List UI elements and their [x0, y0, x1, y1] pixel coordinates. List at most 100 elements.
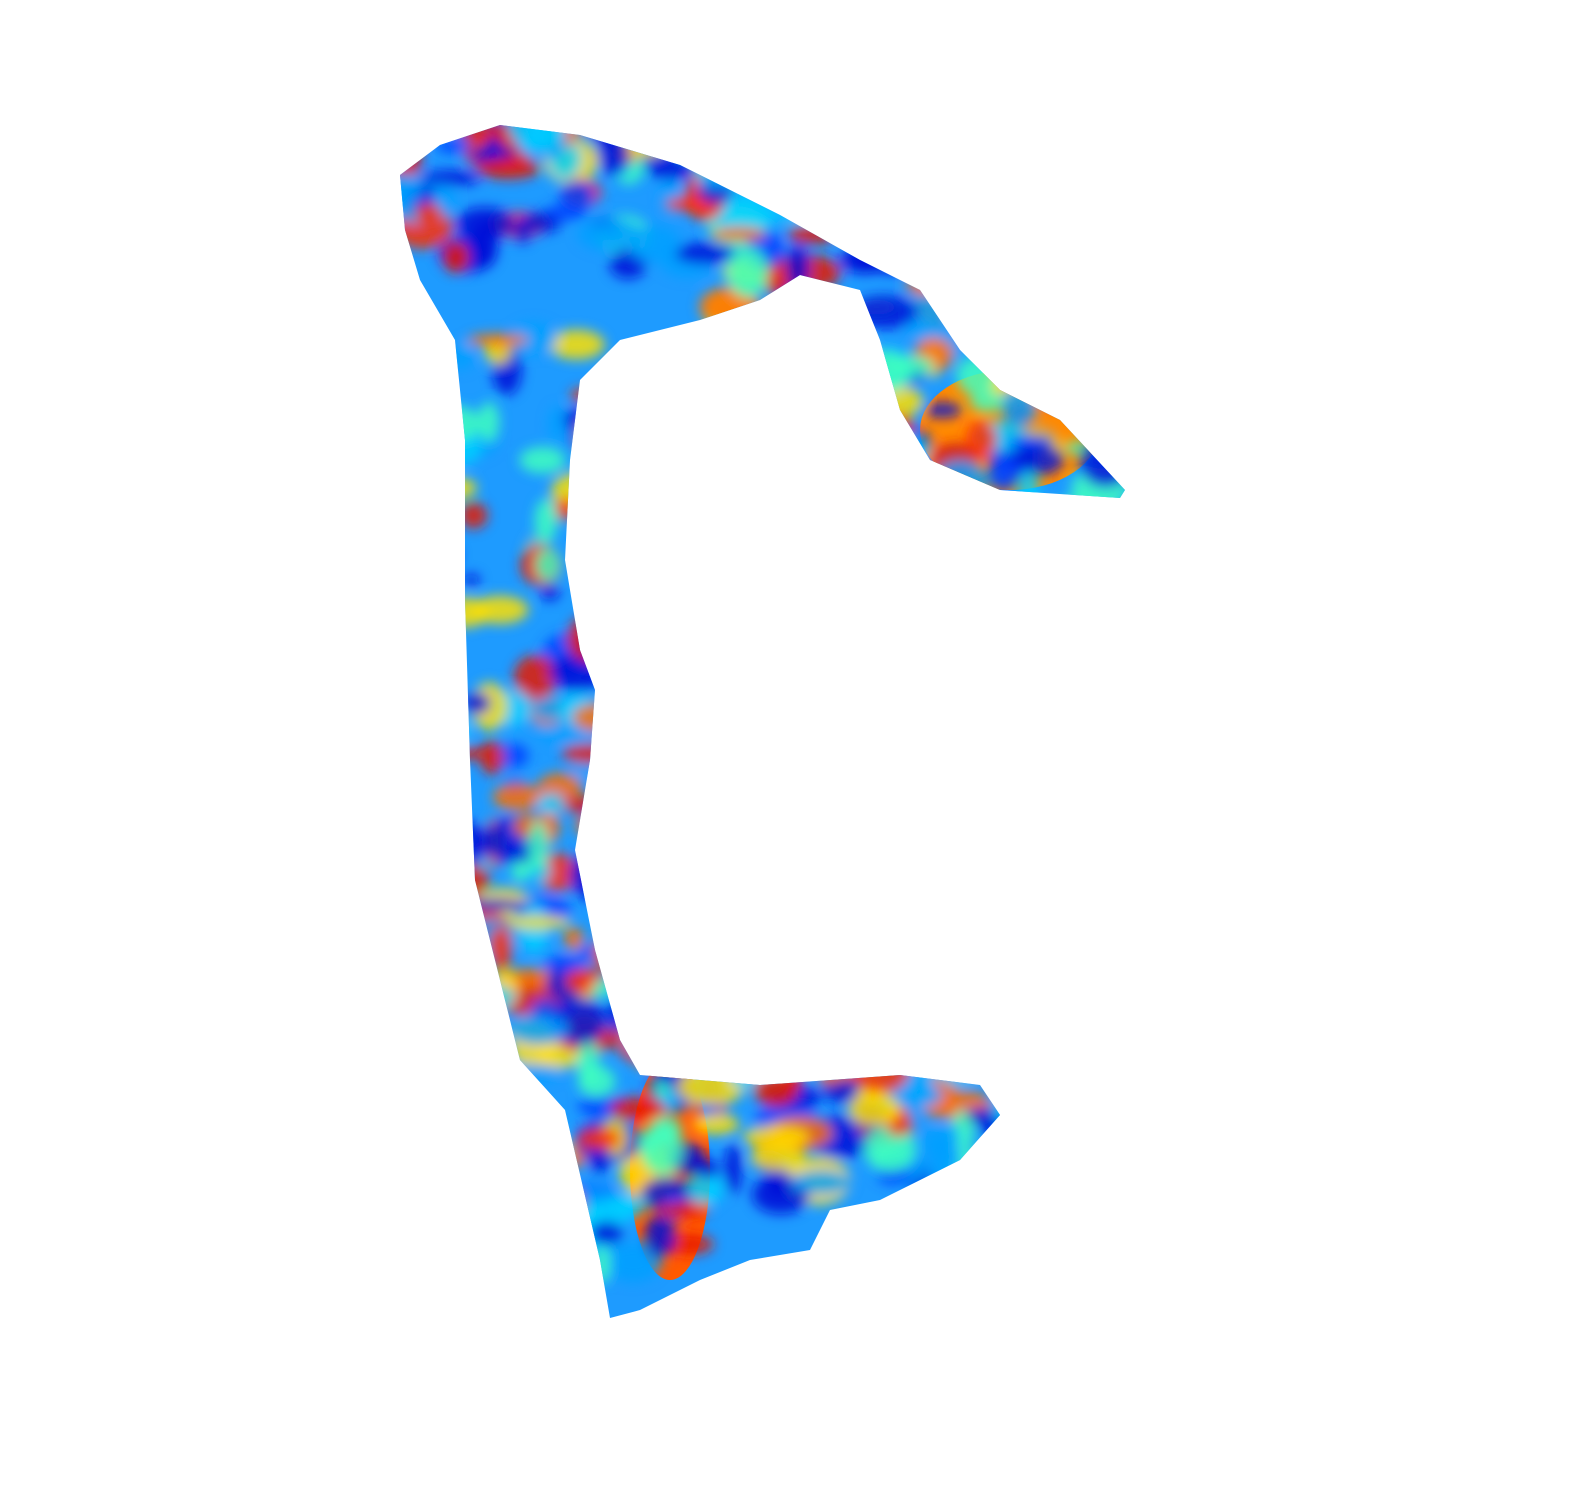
blotch [463, 692, 491, 715]
blotch [415, 475, 477, 501]
blotch [434, 713, 471, 744]
blotch [1001, 384, 1038, 426]
blotch [540, 584, 560, 601]
blotch [599, 920, 650, 962]
blotch [1079, 436, 1125, 488]
blotch [591, 980, 616, 997]
blotch [604, 1241, 662, 1283]
blotch [1008, 435, 1054, 448]
blotch [868, 413, 916, 437]
blotch [646, 1007, 699, 1043]
blotch [1032, 380, 1089, 402]
blotch [610, 1096, 666, 1122]
blotch [400, 125, 423, 167]
blotch [537, 793, 566, 815]
blotch [1078, 369, 1111, 419]
blotch [674, 137, 737, 162]
blotch [930, 1044, 985, 1085]
blotch [576, 1127, 620, 1150]
blotch [1071, 384, 1117, 427]
blotch [519, 446, 566, 474]
blotch [561, 743, 621, 764]
blotch [956, 356, 998, 396]
blotch [923, 402, 962, 418]
blotch [419, 170, 482, 186]
blotch [514, 217, 532, 244]
blotch [1078, 403, 1125, 437]
blotch [507, 125, 566, 151]
blotch [1006, 442, 1064, 477]
blotch [1047, 370, 1088, 400]
blotch [400, 172, 422, 210]
blotch [426, 819, 488, 870]
blotch [463, 573, 480, 587]
blotch [695, 1165, 721, 1178]
blotch [696, 168, 742, 190]
blotch [459, 502, 488, 529]
blotch [785, 244, 810, 291]
blotch [640, 1123, 683, 1175]
blotch [868, 426, 905, 443]
blotch [750, 1143, 806, 1171]
blotch [977, 1100, 1041, 1143]
blotch [536, 89, 583, 124]
blotch [653, 1081, 670, 1097]
blotch [507, 1014, 569, 1045]
blotch [511, 861, 530, 882]
blotch [489, 926, 513, 972]
blotch [467, 333, 529, 347]
blotch [710, 227, 766, 242]
blotch [852, 337, 873, 381]
blotch [553, 1196, 572, 1244]
blotch [431, 547, 460, 565]
blotch [850, 295, 919, 329]
blotch [1062, 374, 1125, 405]
blotch [596, 125, 629, 176]
blotch [513, 655, 557, 701]
blotch [987, 455, 1021, 492]
blotch [966, 1108, 988, 1123]
blotch [477, 157, 541, 180]
blotch [583, 125, 613, 140]
blotch [433, 548, 457, 561]
blotch [510, 322, 558, 355]
blotch [881, 436, 930, 468]
blotch [780, 1042, 817, 1070]
blotch [724, 1142, 742, 1194]
blotch [692, 1113, 740, 1135]
blotch [544, 204, 588, 221]
blotch [480, 740, 504, 775]
blotch [848, 1092, 901, 1126]
blotch [635, 1053, 676, 1071]
blotch [528, 820, 549, 870]
blotch [546, 1185, 584, 1233]
blotch [865, 1054, 919, 1073]
blotch [607, 993, 641, 1035]
blotch [929, 1140, 961, 1192]
blotch [1005, 361, 1050, 380]
blotch [581, 798, 600, 821]
blotch [548, 406, 566, 443]
blotch [616, 1021, 651, 1062]
blotch [492, 782, 542, 811]
blotch [450, 342, 474, 370]
blotch [742, 1125, 810, 1149]
blotch [520, 1131, 556, 1155]
blotch [353, 148, 397, 180]
blotch [563, 927, 584, 951]
blotch [644, 1214, 677, 1258]
ribbon [353, 89, 1125, 1318]
blotch [665, 196, 716, 212]
blotch [969, 390, 1006, 413]
blotch [797, 1046, 834, 1075]
blotch [416, 202, 442, 226]
blotch [531, 102, 595, 117]
blotch [538, 1182, 569, 1219]
blotch [505, 915, 571, 930]
blotch [781, 1068, 804, 1091]
blotch [677, 1068, 745, 1106]
blotch [932, 460, 989, 504]
blotch [430, 405, 481, 442]
